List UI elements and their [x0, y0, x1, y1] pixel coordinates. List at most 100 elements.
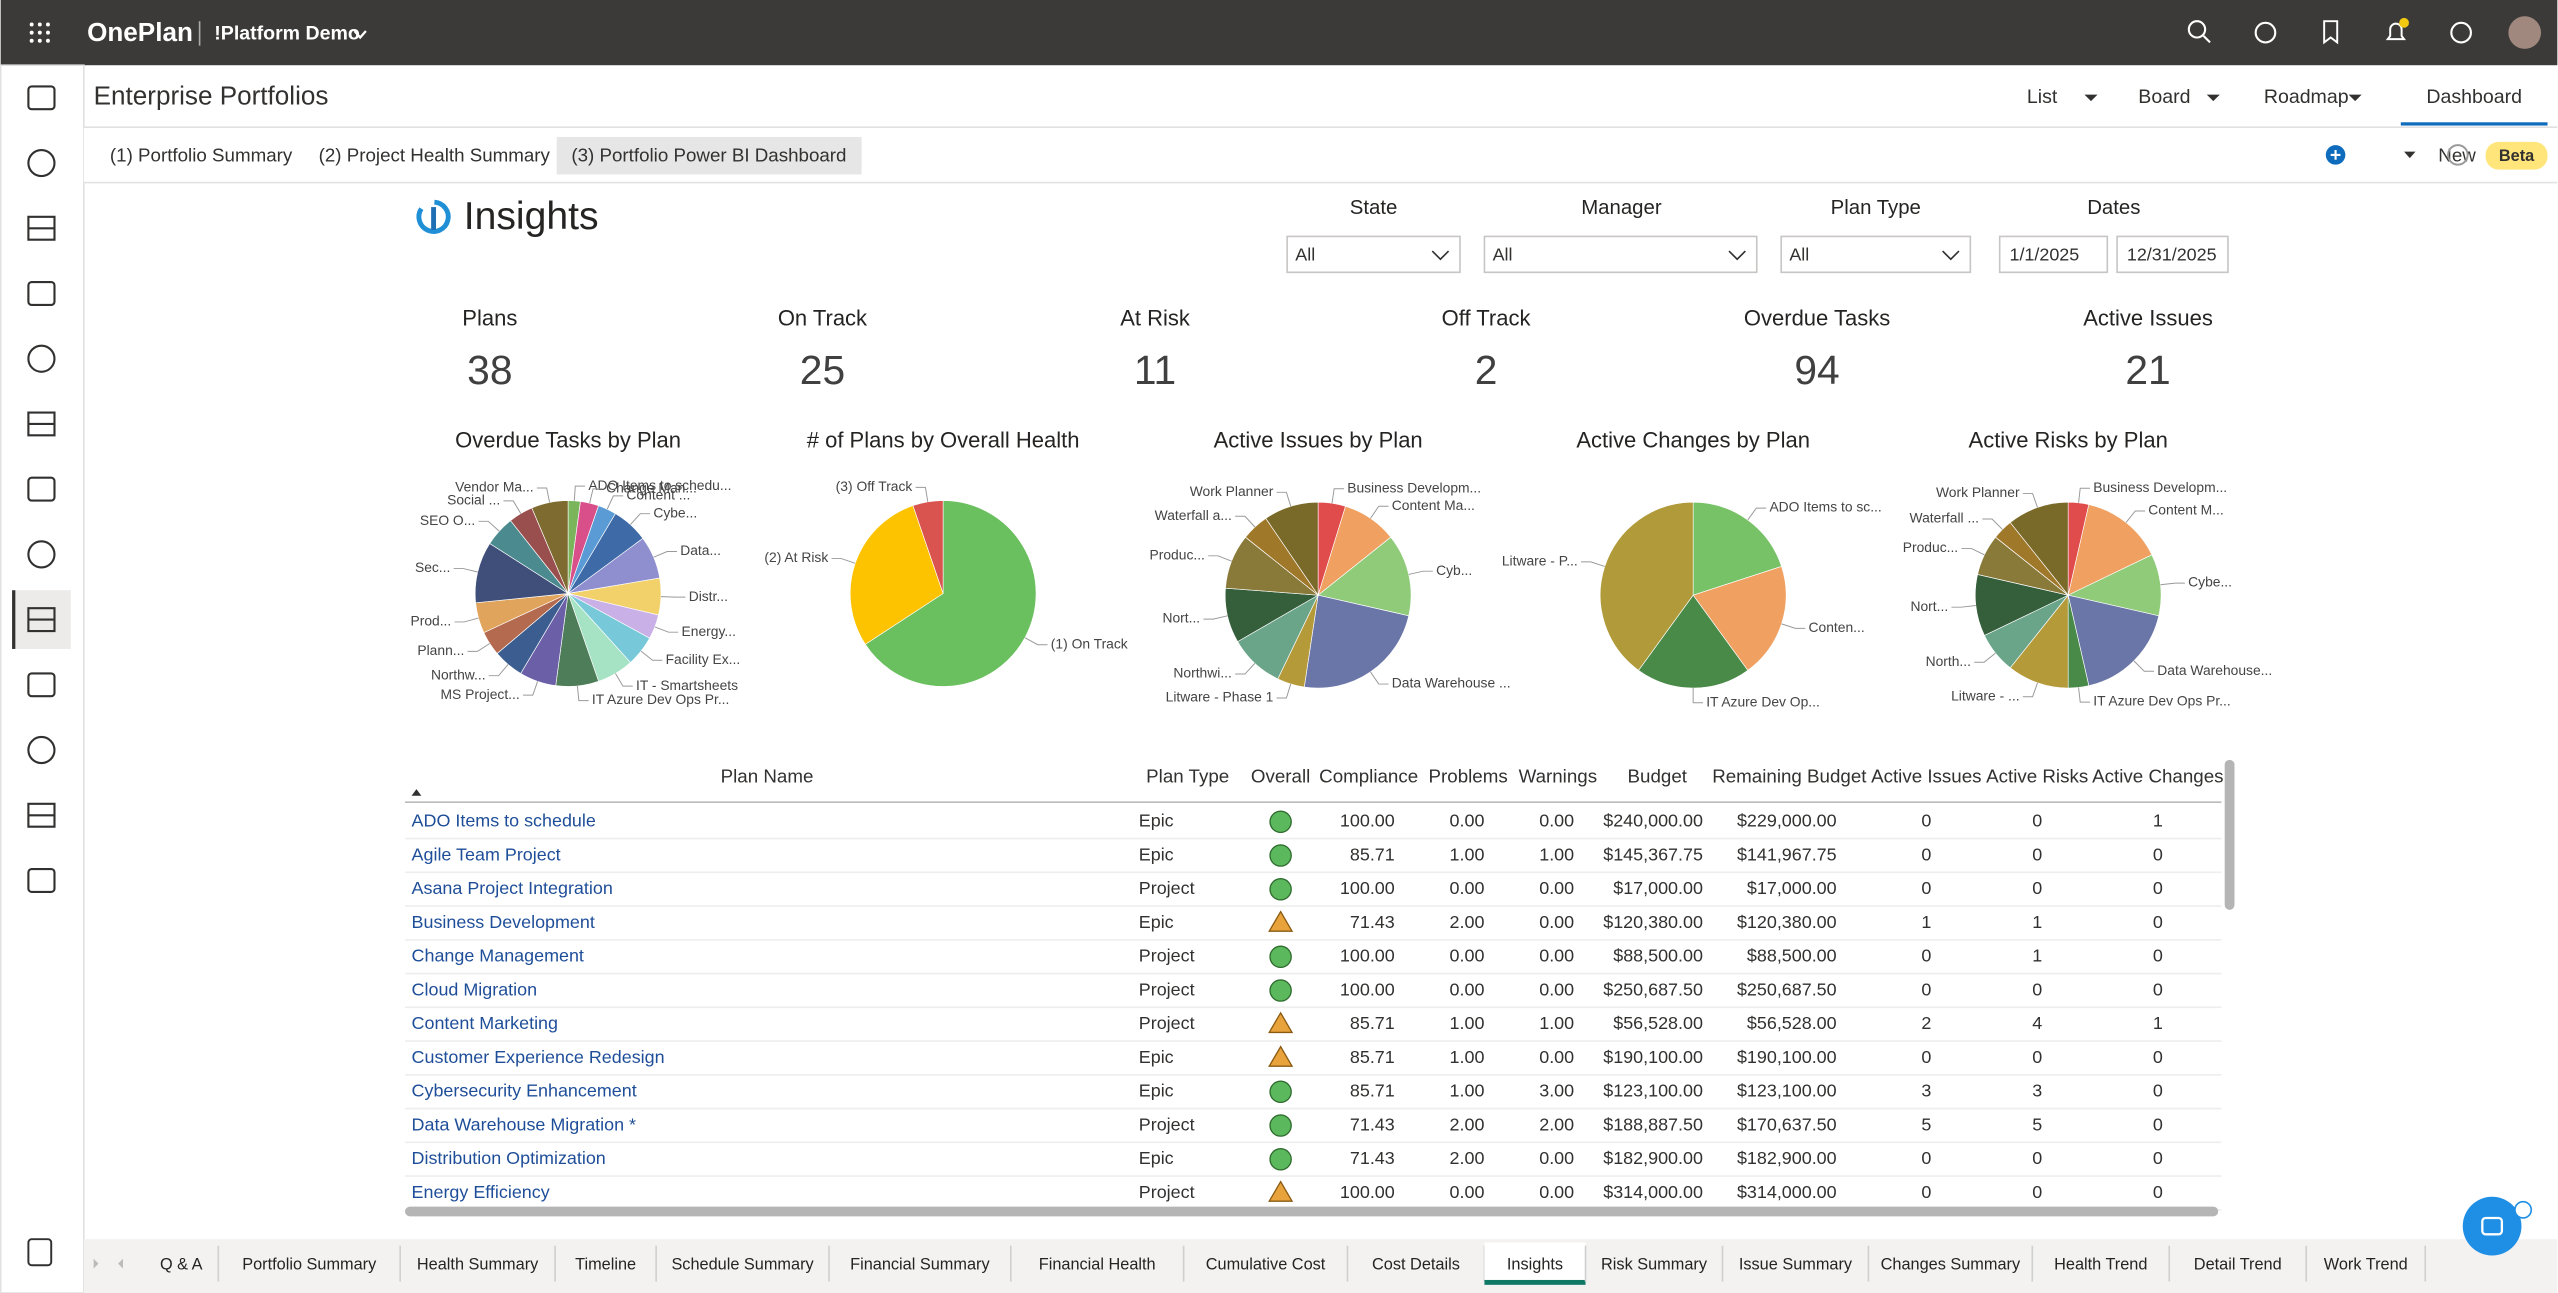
plan-link[interactable]: Energy Efficiency	[412, 1182, 550, 1202]
column-header[interactable]: Remaining Budget	[1712, 766, 1867, 787]
column-header[interactable]: Active Issues	[1871, 766, 1981, 787]
view-tab[interactable]: List	[2027, 86, 2058, 108]
bottom-tab[interactable]: Financial Health	[1039, 1256, 1156, 1274]
table-cell: 3.00	[1539, 1081, 1574, 1101]
bottom-tab[interactable]: Schedule Summary	[671, 1256, 814, 1274]
app-launcher-dot[interactable]	[29, 22, 34, 27]
bottom-tab[interactable]: Cost Details	[1372, 1256, 1460, 1274]
column-header[interactable]: Active Changes	[2092, 766, 2223, 787]
leader-line	[1951, 605, 1976, 608]
icon[interactable]	[2450, 21, 2472, 44]
leader-line	[1781, 623, 1806, 629]
new-plus	[2330, 150, 2341, 160]
app-launcher-dot[interactable]	[37, 22, 42, 27]
app-launcher-dot[interactable]	[29, 38, 34, 43]
nav-icon[interactable]	[27, 672, 56, 698]
app-launcher-dot[interactable]	[46, 38, 50, 43]
bell-icon[interactable]	[2385, 22, 2407, 41]
nav-icon[interactable]	[27, 215, 56, 241]
column-header[interactable]: Compliance	[1319, 766, 1418, 787]
avatar[interactable]	[2508, 16, 2542, 49]
icon[interactable]	[2254, 21, 2277, 44]
bottom-tab[interactable]: Cumulative Cost	[1206, 1256, 1326, 1274]
app-launcher-dot[interactable]	[29, 30, 34, 35]
plan-link[interactable]: Change Management	[412, 946, 584, 966]
bottom-tab[interactable]: Q & A	[160, 1256, 203, 1274]
bottom-tab[interactable]: Timeline	[575, 1256, 636, 1274]
subtab[interactable]: (2) Project Health Summary	[319, 144, 551, 165]
chat-button[interactable]	[2462, 1196, 2522, 1256]
bottom-tab[interactable]: Work Trend	[2324, 1256, 2408, 1274]
bottom-tab[interactable]: Detail Trend	[2194, 1256, 2282, 1274]
plan-link[interactable]: Customer Experience Redesign	[412, 1047, 665, 1067]
h-scrollbar[interactable]	[405, 1206, 2219, 1217]
bottom-tab[interactable]: Health Trend	[2054, 1256, 2147, 1274]
table-cell: 0	[2153, 1182, 2163, 1202]
workspace[interactable]: !Platform Demo	[214, 22, 360, 44]
plan-link[interactable]: Agile Team Project	[412, 844, 561, 864]
plan-link[interactable]: Cloud Migration	[412, 979, 538, 999]
pie-slice	[1317, 536, 1412, 617]
bottom-tab[interactable]: Insights	[1507, 1256, 1563, 1274]
plan-link[interactable]: ADO Items to schedule	[412, 811, 596, 831]
nav-icon[interactable]	[27, 607, 56, 633]
app-launcher-dot[interactable]	[46, 30, 50, 35]
plan-link[interactable]: Distribution Optimization	[412, 1148, 606, 1168]
nav-icon[interactable]	[27, 802, 56, 828]
view-tab[interactable]: Board	[2138, 86, 2190, 108]
v-scrollbar[interactable]	[2224, 759, 2235, 910]
date-input[interactable]	[2116, 235, 2229, 274]
leader-line	[573, 485, 586, 501]
plan-link[interactable]: Business Development	[412, 912, 595, 932]
app-launcher-dot[interactable]	[46, 22, 50, 27]
logo	[431, 207, 437, 230]
nav-icon[interactable]	[27, 540, 56, 569]
column-header[interactable]: Plan Name	[721, 766, 814, 787]
subtab[interactable]: (3) Portfolio Power BI Dashboard	[571, 144, 846, 165]
column-header[interactable]: Warnings	[1519, 766, 1598, 787]
leader-line	[1024, 637, 1048, 646]
nav-icon[interactable]	[27, 281, 56, 306]
column-header[interactable]: Problems	[1429, 766, 1508, 787]
nav-icon[interactable]	[27, 868, 56, 893]
nav-icon[interactable]	[27, 148, 56, 178]
dropdown[interactable]	[1286, 235, 1461, 274]
bookmark-icon[interactable]	[2323, 20, 2339, 45]
table-cell: $182,900.00	[1603, 1148, 1703, 1168]
slice-label: Cyb...	[1436, 562, 1472, 578]
plan-link[interactable]: Content Marketing	[412, 1013, 558, 1033]
expand-icon[interactable]	[27, 1238, 53, 1267]
nav-icon[interactable]	[27, 344, 56, 373]
nav-icon[interactable]	[27, 476, 56, 502]
dropdown[interactable]	[1780, 235, 1972, 274]
column-header[interactable]: Plan Type	[1146, 766, 1229, 787]
pie-slice	[1303, 594, 1410, 689]
slice-label: ADO Items to sc...	[1769, 499, 1881, 515]
view-tab[interactable]: Roadmap	[2264, 86, 2349, 108]
bottom-tab[interactable]: Financial Summary	[850, 1256, 990, 1274]
column-header[interactable]: Budget	[1628, 766, 1688, 787]
dropdown[interactable]	[1483, 235, 1758, 274]
date-input[interactable]	[1998, 235, 2109, 274]
search-icon[interactable]	[2187, 20, 2207, 39]
app-launcher-dot[interactable]	[37, 30, 42, 35]
plan-link[interactable]: Asana Project Integration	[412, 878, 613, 898]
plan-link[interactable]: Cybersecurity Enhancement	[412, 1081, 637, 1101]
app-launcher-dot[interactable]	[37, 38, 42, 43]
nav-icon[interactable]	[27, 735, 56, 765]
bottom-tab[interactable]: Issue Summary	[1739, 1256, 1853, 1274]
subtab[interactable]: (1) Portfolio Summary	[110, 144, 293, 165]
bottom-tab[interactable]: Health Summary	[417, 1256, 539, 1274]
bottom-tab[interactable]: Portfolio Summary	[242, 1256, 377, 1274]
leader-line	[630, 513, 651, 525]
nav-icon[interactable]	[27, 85, 56, 111]
bottom-tab[interactable]: Changes Summary	[1881, 1256, 2021, 1274]
view-tab[interactable]: Dashboard	[2426, 86, 2522, 108]
bottom-tab[interactable]: Risk Summary	[1601, 1256, 1708, 1274]
column-header[interactable]: Active Risks	[1986, 766, 2088, 787]
nav-icon[interactable]	[27, 411, 56, 437]
column-header[interactable]: Overall	[1251, 766, 1310, 787]
new-button[interactable]: New	[2438, 144, 2476, 165]
plan-link[interactable]: Data Warehouse Migration *	[412, 1114, 636, 1134]
refresh-icon[interactable]	[2447, 144, 2469, 166]
